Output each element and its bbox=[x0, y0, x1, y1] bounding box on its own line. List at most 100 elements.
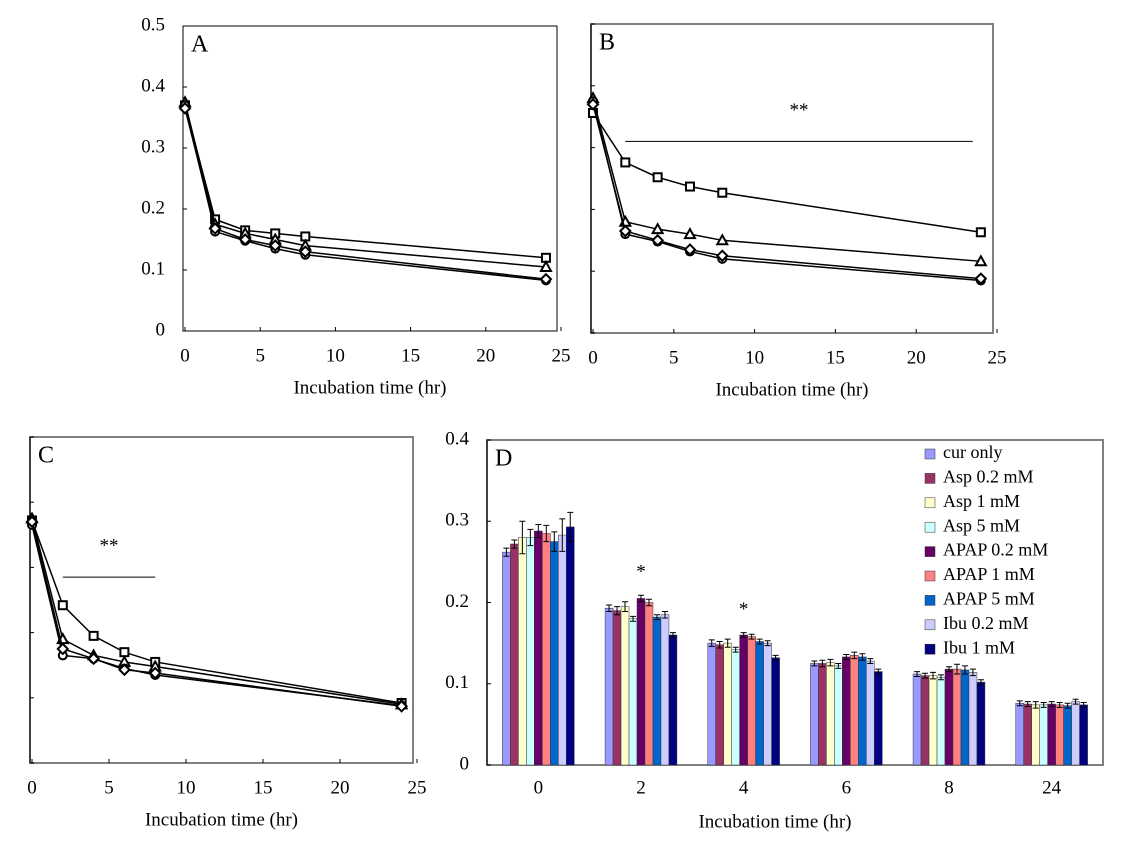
plot-frame bbox=[182, 25, 558, 332]
x-tick-label: 0 bbox=[27, 777, 37, 798]
bar bbox=[566, 526, 575, 766]
bar bbox=[550, 541, 559, 766]
bar bbox=[1015, 703, 1024, 766]
plot-frame bbox=[590, 23, 994, 334]
x-tick-label: 25 bbox=[408, 777, 427, 798]
error-bar bbox=[551, 531, 558, 552]
bar bbox=[636, 598, 646, 766]
error-bar bbox=[843, 654, 850, 660]
bar bbox=[518, 537, 527, 766]
panel-letter: B bbox=[599, 30, 615, 56]
legend-label: cur only bbox=[943, 442, 1002, 462]
error-bar bbox=[969, 668, 976, 677]
bar bbox=[526, 537, 535, 766]
legend-swatch bbox=[924, 570, 936, 582]
bar bbox=[858, 656, 867, 766]
series-line bbox=[31, 521, 402, 708]
error-bar bbox=[740, 632, 747, 638]
bar bbox=[723, 642, 732, 766]
x-tick-label: 10 bbox=[177, 777, 196, 798]
bar bbox=[968, 672, 978, 766]
x-axis-label: Incubation time (hr) bbox=[145, 809, 298, 830]
bar bbox=[502, 551, 511, 766]
marker bbox=[148, 666, 162, 680]
error-bar bbox=[527, 528, 534, 547]
legend-label: Ibu 0.2 mM bbox=[943, 613, 1029, 633]
bar bbox=[920, 675, 930, 766]
error-bar bbox=[567, 511, 574, 543]
x-tick-label: 20 bbox=[907, 347, 926, 368]
marker bbox=[586, 97, 600, 111]
marker bbox=[539, 259, 553, 272]
error-bar bbox=[938, 674, 945, 681]
bar bbox=[731, 649, 740, 766]
bar bbox=[874, 671, 883, 766]
bar bbox=[612, 610, 622, 766]
bar bbox=[866, 660, 875, 766]
x-tick-label: 10 bbox=[745, 347, 764, 368]
marker bbox=[117, 663, 131, 677]
annotation: * bbox=[739, 599, 749, 620]
x-tick-label: 24 bbox=[1042, 777, 1062, 798]
x-tick-label: 6 bbox=[842, 777, 852, 798]
error-bar bbox=[543, 524, 550, 543]
y-tick-label: 0.2 bbox=[445, 591, 469, 612]
x-axis-label: Incubation time (hr) bbox=[698, 811, 851, 832]
marker bbox=[650, 222, 665, 235]
marker bbox=[395, 699, 409, 713]
error-bar bbox=[708, 639, 715, 647]
error-bar bbox=[1056, 701, 1063, 708]
series-line bbox=[31, 524, 402, 707]
marker bbox=[539, 272, 553, 286]
series-line bbox=[592, 112, 981, 234]
x-tick-label: 10 bbox=[326, 345, 345, 366]
error-bar bbox=[716, 641, 723, 649]
error-bar bbox=[1016, 700, 1023, 707]
y-tick-label: 0.4 bbox=[445, 428, 469, 449]
legend-swatch bbox=[924, 497, 936, 509]
marker bbox=[238, 233, 252, 246]
error-bar bbox=[772, 654, 779, 661]
bar bbox=[542, 533, 551, 766]
error-bar bbox=[1064, 702, 1071, 709]
marker bbox=[974, 254, 988, 267]
marker bbox=[683, 227, 697, 240]
legend-swatch bbox=[924, 473, 936, 484]
bar bbox=[810, 663, 819, 766]
error-bar bbox=[653, 614, 660, 621]
error-bar bbox=[867, 658, 874, 664]
error-bar bbox=[875, 668, 882, 675]
bar bbox=[1047, 703, 1056, 766]
legend-swatch bbox=[924, 546, 936, 557]
legend-swatch bbox=[924, 448, 936, 460]
x-tick-label: 15 bbox=[401, 345, 420, 366]
bar bbox=[628, 618, 638, 766]
error-bar bbox=[946, 666, 952, 673]
error-bar bbox=[1032, 701, 1039, 709]
bar bbox=[1063, 705, 1072, 766]
panel-letter: C bbox=[38, 443, 54, 469]
panel-letter: A bbox=[191, 32, 209, 58]
error-bar bbox=[535, 524, 542, 538]
bar bbox=[755, 641, 764, 766]
y-tick-label: 0.1 bbox=[141, 258, 165, 279]
series-line bbox=[184, 102, 547, 268]
annotation: * bbox=[636, 562, 646, 583]
error-bar bbox=[748, 633, 755, 640]
bar bbox=[944, 668, 954, 766]
marker bbox=[25, 515, 39, 529]
error-bar bbox=[724, 638, 731, 648]
bar bbox=[739, 634, 748, 766]
legend-swatch bbox=[924, 595, 936, 606]
marker bbox=[975, 227, 986, 238]
y-tick-label: 0.1 bbox=[445, 672, 469, 693]
bar bbox=[952, 668, 962, 766]
error-bar bbox=[922, 672, 929, 679]
series-line bbox=[184, 108, 547, 280]
x-tick-label: 8 bbox=[944, 777, 954, 798]
marker bbox=[717, 187, 728, 198]
x-tick-label: 4 bbox=[739, 777, 749, 798]
legend-label: Asp 1 mM bbox=[943, 491, 1020, 511]
bar bbox=[850, 655, 859, 766]
legend-label: Asp 0.2 mM bbox=[943, 467, 1034, 487]
